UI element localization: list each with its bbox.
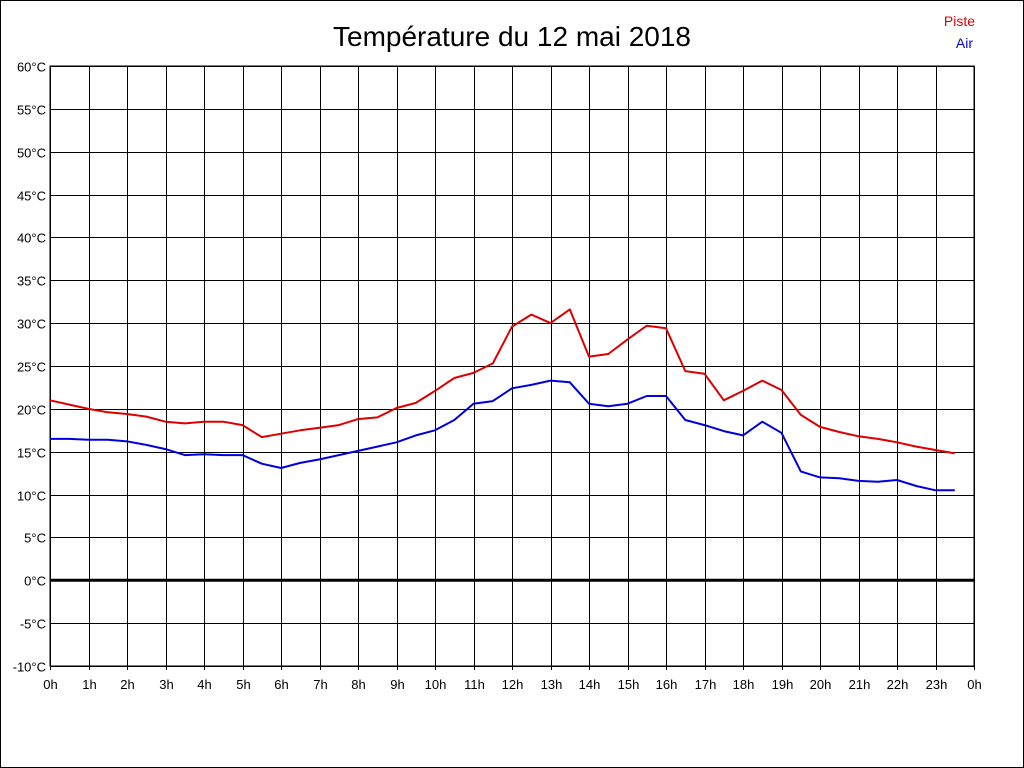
x-tick-label: 18h (733, 677, 755, 692)
y-tick-label: 10°C (17, 489, 46, 504)
x-tick-label: 3h (159, 677, 173, 692)
x-tick-label: 0h (967, 677, 981, 692)
y-tick-label: 5°C (24, 531, 46, 546)
x-tick-label: 14h (579, 677, 601, 692)
legend-piste: Piste (944, 13, 975, 29)
x-tick-label: 8h (351, 677, 365, 692)
x-tick-label: 6h (274, 677, 288, 692)
chart-title: Température du 12 mai 2018 (333, 21, 691, 52)
plot-area: -10°C -5°C 0°C 5°C 10°C 15°C 20°C 25°C 30°C 35°C 4… (13, 60, 982, 693)
x-tick-label: 17h (695, 677, 717, 692)
y-tick-label: 45°C (17, 189, 46, 204)
series-line-air (50, 379, 955, 492)
y-tick-label: -10°C (13, 660, 46, 675)
x-tick-label: 13h (541, 677, 563, 692)
x-tick-label: 5h (236, 677, 250, 692)
series-line-piste (49, 308, 955, 455)
y-tick-label: 0°C (24, 574, 46, 589)
x-tick-label: 15h (618, 677, 640, 692)
y-tick-label: 50°C (17, 146, 46, 161)
y-tick-label: 20°C (17, 403, 46, 418)
x-tick-label: 16h (656, 677, 678, 692)
y-tick-label: 25°C (17, 360, 46, 375)
x-tick-label: 9h (390, 677, 404, 692)
y-tick-label: 60°C (17, 60, 46, 75)
x-tick-label: 11h (464, 677, 485, 692)
x-tick-label: 4h (197, 677, 211, 692)
x-tick-label: 23h (926, 677, 948, 692)
x-tick-label: 20h (810, 677, 832, 692)
x-tick-label: 2h (120, 677, 134, 692)
y-tick-label: 55°C (17, 103, 46, 118)
x-tick-label: 0h (43, 677, 57, 692)
x-tick-label: 7h (313, 677, 327, 692)
x-tick-label: 12h (502, 677, 524, 692)
y-tick-label: 35°C (17, 274, 46, 289)
x-tick-label: 19h (772, 677, 794, 692)
y-tick-label: 30°C (17, 317, 46, 332)
x-tick-label: 1h (82, 677, 96, 692)
x-tick-label: 21h (849, 677, 871, 692)
y-tick-label: 40°C (17, 231, 46, 246)
legend-air: Air (956, 35, 973, 51)
y-tick-label: -5°C (20, 617, 46, 632)
x-tick-label: 22h (887, 677, 909, 692)
y-tick-label: 15°C (17, 446, 46, 461)
x-tick-label: 10h (425, 677, 447, 692)
